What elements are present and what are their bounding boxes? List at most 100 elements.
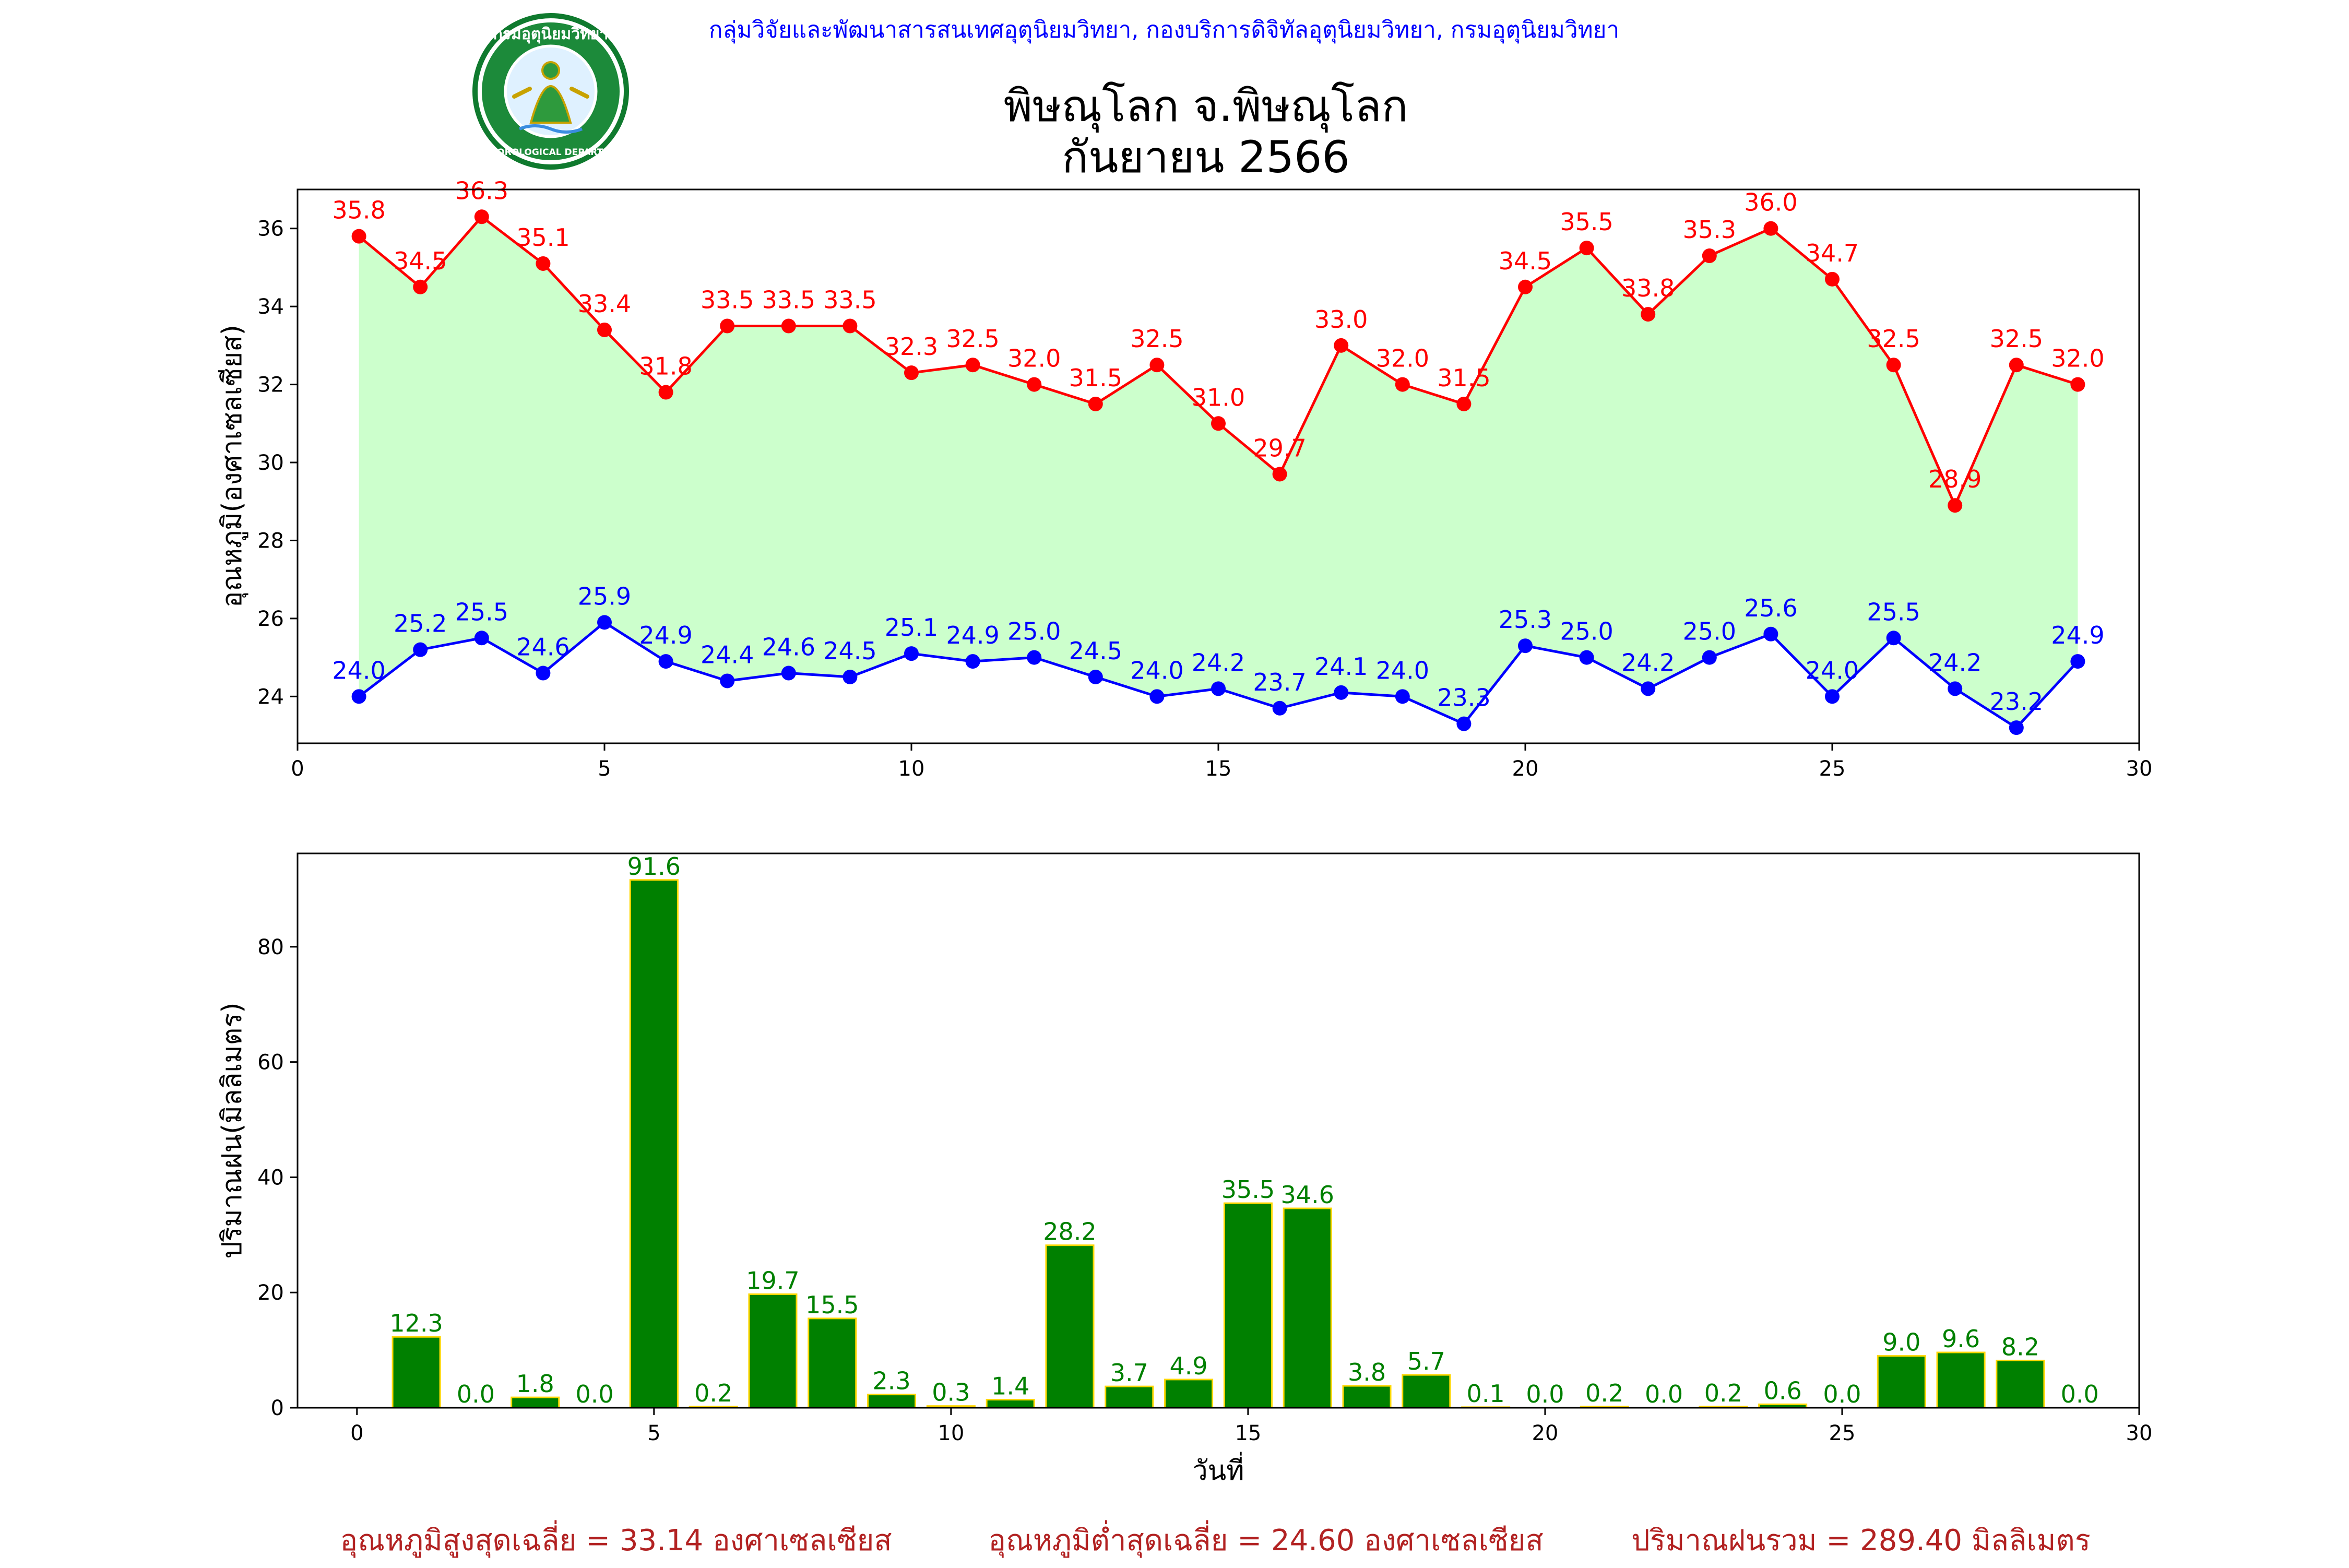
rainfall-bar	[629, 879, 679, 1409]
min-temperature-point	[965, 654, 980, 669]
min-temperature-label: 24.6	[516, 633, 570, 661]
min-temperature-label: 25.6	[1744, 594, 1797, 622]
max-temperature-point	[1702, 248, 1717, 264]
max-temperature-point	[1272, 467, 1287, 482]
temperature-chart: 35.8 34.5 36.3 35.1 33.4 31.8 33.5 33.5 33.5 32.3…	[217, 176, 2152, 781]
min-temperature-point	[1334, 685, 1349, 700]
min-temperature-point	[720, 673, 735, 688]
max-temperature-point	[413, 279, 428, 294]
max-temperature-label: 31.8	[639, 352, 692, 381]
x-tick-label: 30	[2126, 1421, 2153, 1445]
temperature-range-fill	[359, 217, 2078, 728]
max-temperature-label: 29.7	[1253, 434, 1306, 462]
max-temperature-label: 31.0	[1192, 383, 1245, 411]
min-temperature-label: 24.1	[1314, 652, 1368, 681]
min-temperature-label: 24.5	[823, 637, 876, 665]
min-temperature-label: 25.5	[455, 598, 508, 626]
min-temperature-point	[1272, 700, 1287, 716]
min-temperature-label: 25.9	[578, 582, 631, 610]
min-temperature-point	[536, 666, 551, 681]
min-temperature-point	[1149, 689, 1165, 704]
rainfall-value-label: 1.4	[991, 1372, 1029, 1400]
max-temperature-label: 35.1	[516, 223, 570, 252]
min-temperature-label: 24.5	[1069, 637, 1122, 665]
max-temperature-label: 32.0	[1007, 345, 1061, 373]
min-temperature-point	[1641, 681, 1656, 696]
max-temperature-label: 34.5	[1499, 247, 1552, 275]
max-temperature-label: 35.5	[1560, 208, 1613, 236]
y-tick-label: 32	[257, 373, 284, 397]
max-temperature-point	[658, 385, 673, 400]
min-temperature-label: 23.3	[1437, 684, 1490, 712]
min-temperature-point	[1702, 650, 1717, 665]
max-temperature-point	[1149, 358, 1165, 373]
max-temperature-point	[597, 322, 612, 337]
min-temperature-point	[781, 666, 796, 681]
average-max-temperature: อุณหภูมิสูงสุดเฉลี่ย = 33.14 องศาเซลเซีย…	[340, 1520, 892, 1558]
max-temperature-label: 33.0	[1314, 305, 1368, 334]
average-min-temperature: อุณหภูมิต่ำสุดเฉลี่ย = 24.60 องศาเซลเซีย…	[988, 1520, 1543, 1558]
rainfall-value-label: 15.5	[805, 1291, 859, 1319]
max-temperature-point	[536, 256, 551, 271]
rainfall-value-label: 0.0	[1526, 1380, 1564, 1408]
min-temperature-label: 24.4	[701, 640, 754, 669]
max-temperature-point	[1641, 307, 1656, 322]
rainfall-value-label: 0.1	[1467, 1380, 1505, 1408]
rainfall-value-label: 0.6	[1764, 1376, 1802, 1405]
min-temperature-point	[1948, 681, 1963, 696]
x-tick-label: 30	[2126, 757, 2153, 781]
max-temperature-point	[474, 209, 489, 224]
x-tick-label: 10	[938, 1421, 964, 1445]
rainfall-value-label: 12.3	[389, 1309, 443, 1337]
max-temperature-label: 28.9	[1928, 465, 1982, 493]
min-temperature-label: 25.5	[1867, 598, 1920, 626]
max-temperature-label: 32.5	[1867, 325, 1920, 353]
max-temperature-point	[781, 318, 796, 334]
rainfall-bar	[867, 1394, 917, 1409]
min-temperature-label: 25.3	[1499, 605, 1552, 634]
min-temperature-point	[904, 646, 919, 661]
max-temperature-point	[1579, 241, 1594, 256]
max-temperature-point	[1886, 358, 1901, 373]
y-tick-label: 34	[257, 295, 284, 319]
min-temperature-point	[1395, 689, 1410, 704]
rainfall-value-label: 0.2	[1585, 1379, 1623, 1407]
min-temperature-label: 25.0	[1683, 617, 1736, 646]
rainfall-bar	[1877, 1355, 1926, 1409]
rainfall-value-label: 3.7	[1110, 1359, 1148, 1387]
min-temperature-label: 24.9	[639, 621, 692, 649]
x-tick-label: 15	[1235, 1421, 1261, 1445]
rainfall-value-label: 0.0	[1645, 1380, 1683, 1408]
rainfall-bar	[1936, 1351, 1986, 1409]
max-temperature-label: 32.0	[1376, 345, 1429, 373]
min-temperature-point	[1456, 716, 1472, 731]
min-temperature-label: 25.1	[885, 613, 938, 642]
rainfall-bar	[1402, 1374, 1451, 1409]
max-temperature-point	[1518, 279, 1533, 294]
rainfall-bar	[1223, 1202, 1273, 1409]
rainfall-value-label: 9.6	[1942, 1325, 1980, 1353]
y-tick-label: 28	[257, 529, 284, 553]
min-temperature-point	[1211, 681, 1226, 696]
x-tick-label: 25	[1819, 757, 1846, 781]
temperature-axes: 0 5 10 15 20 25 30 24 26 28 30 32 34 36	[257, 217, 2152, 781]
rainfall-value-label: 91.6	[627, 852, 681, 881]
max-temperature-label: 35.3	[1683, 216, 1736, 244]
rainfall-value-label: 9.0	[1882, 1328, 1920, 1357]
max-temperature-point	[1825, 271, 1840, 287]
rainfall-value-label: 0.2	[1704, 1379, 1742, 1407]
x-tick-label: 15	[1205, 757, 1232, 781]
min-temperature-point	[1518, 638, 1533, 654]
max-temperature-label: 32.5	[1990, 325, 2043, 353]
rainfall-value-label: 0.0	[1823, 1380, 1861, 1408]
rainfall-plot-area: 12.3 0.0 1.8 0.0 91.6 0.2 19.715.5 2.3 0.3 1.4 28.…	[389, 852, 2099, 1409]
max-temperature-label: 33.5	[823, 286, 876, 314]
min-temperature-label: 24.6	[762, 633, 815, 661]
rainfall-bar	[748, 1293, 798, 1409]
agency-header: กลุ่มวิจัยและพัฒนาสารสนเทศอุตุนิยมวิทยา,…	[709, 17, 1619, 44]
min-temperature-label: 24.2	[1928, 648, 1982, 676]
max-temperature-label: 34.5	[394, 247, 447, 275]
min-temperature-label: 23.2	[1990, 687, 2043, 716]
